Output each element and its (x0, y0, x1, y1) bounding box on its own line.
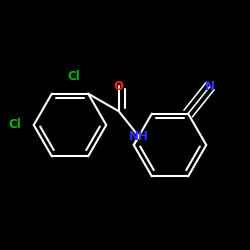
Text: NH: NH (129, 130, 149, 143)
Text: O: O (114, 80, 124, 93)
Text: Cl: Cl (68, 70, 80, 83)
Text: Cl: Cl (8, 118, 21, 132)
Text: N: N (205, 80, 215, 93)
